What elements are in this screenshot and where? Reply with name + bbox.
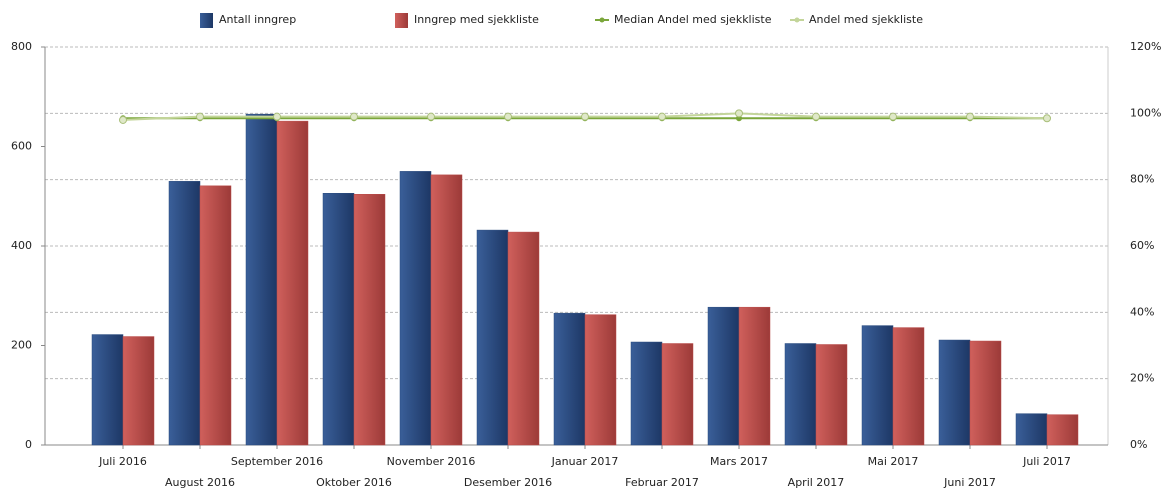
y-tick-label: 800 (11, 40, 32, 53)
point (581, 112, 589, 121)
point (966, 112, 974, 121)
bar (199, 185, 232, 446)
x-tick-label: Juni 2017 (943, 476, 996, 489)
y-tick-label: 600 (11, 140, 32, 153)
legend-swatch (200, 13, 213, 28)
point (119, 115, 127, 124)
bar (91, 334, 124, 446)
bar (815, 344, 848, 446)
point (658, 112, 666, 121)
y2-tick-label: 0% (1130, 438, 1147, 451)
point (735, 109, 743, 118)
bar (784, 343, 817, 446)
legend-label: Antall inngrep (219, 13, 296, 26)
y2-tick-label: 60% (1130, 239, 1154, 252)
y2-tick-label: 40% (1130, 305, 1154, 318)
x-tick-label: Februar 2017 (625, 476, 699, 489)
bar (399, 171, 432, 446)
bar (938, 339, 971, 446)
x-tick-label: September 2016 (231, 455, 323, 468)
point (889, 112, 897, 121)
x-tick-label: April 2017 (788, 476, 845, 489)
x-tick-label: Juli 2017 (1022, 455, 1071, 468)
x-tick-label: Mai 2017 (868, 455, 919, 468)
y2-tick-label: 20% (1130, 372, 1154, 385)
bar (707, 306, 740, 446)
bar (661, 343, 694, 446)
x-tick-label: August 2016 (165, 476, 235, 489)
point (196, 112, 204, 121)
x-tick-label: November 2016 (387, 455, 476, 468)
legend-label: Inngrep med sjekkliste (414, 13, 539, 26)
x-tick-label: Oktober 2016 (316, 476, 392, 489)
point (350, 112, 358, 121)
y2-tick-label: 100% (1130, 106, 1161, 119)
point (427, 112, 435, 121)
bar (322, 193, 355, 446)
x-tick-label: Desember 2016 (464, 476, 552, 489)
bar (969, 340, 1002, 446)
bar (584, 314, 617, 446)
bar (276, 120, 309, 446)
y-tick-label: 200 (11, 339, 32, 352)
y-tick-label: 400 (11, 239, 32, 252)
bar (507, 231, 540, 446)
legend-dot (599, 17, 605, 23)
bar (861, 325, 894, 446)
y2-tick-label: 120% (1130, 40, 1161, 53)
x-tick-label: Mars 2017 (710, 455, 768, 468)
legend-label: Median Andel med sjekkliste (614, 13, 772, 26)
legend-label: Andel med sjekkliste (809, 13, 923, 26)
bar (168, 181, 201, 446)
bar (430, 174, 463, 446)
bar (1046, 414, 1079, 446)
point (812, 112, 820, 121)
bar (353, 194, 386, 446)
bar (476, 229, 509, 446)
point (1043, 114, 1051, 123)
point (504, 112, 512, 121)
point (273, 112, 281, 121)
bar (1015, 413, 1048, 446)
y-tick-label: 0 (25, 438, 32, 451)
bar (553, 312, 586, 446)
x-tick-label: Juli 2016 (98, 455, 147, 468)
legend-dot (794, 17, 800, 23)
y2-tick-label: 80% (1130, 173, 1154, 186)
bar (738, 306, 771, 446)
bar (630, 341, 663, 446)
bar (245, 113, 278, 446)
bar (122, 336, 155, 446)
x-tick-label: Januar 2017 (551, 455, 619, 468)
legend-swatch (395, 13, 408, 28)
bar (892, 327, 925, 446)
